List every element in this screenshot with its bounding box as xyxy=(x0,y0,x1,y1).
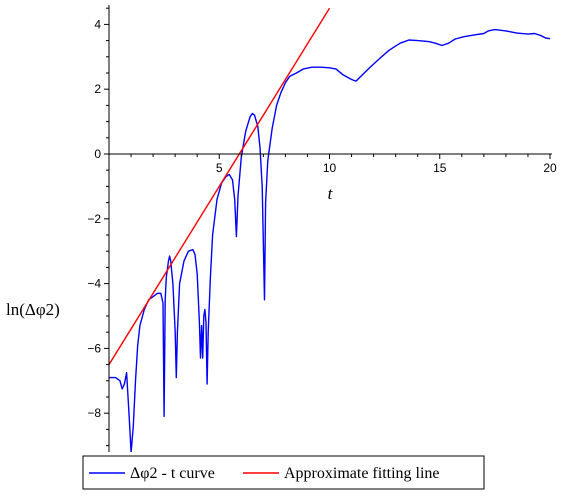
y-tick-label: −2 xyxy=(87,212,101,226)
y-tick-label: 2 xyxy=(94,82,101,96)
y-tick-label: −4 xyxy=(87,277,101,291)
plot-lines xyxy=(109,7,551,452)
y-tick-label: −6 xyxy=(87,341,101,355)
legend: Δφ2 - t curve Approximate fitting line xyxy=(82,455,485,490)
series-line-1 xyxy=(109,7,331,365)
x-axis-label: t xyxy=(328,184,334,203)
y-tick-label: 4 xyxy=(94,17,101,31)
y-tick-label: −8 xyxy=(87,406,101,420)
legend-label-curve: Δφ2 - t curve xyxy=(130,465,215,482)
series-line-0 xyxy=(109,28,551,452)
x-tick-label: 20 xyxy=(543,161,557,175)
x-tick-label: 10 xyxy=(323,161,337,175)
x-tick-label: 5 xyxy=(216,161,223,175)
axes xyxy=(104,5,552,452)
y-axis-label: ln(Δφ2) xyxy=(6,300,60,319)
legend-label-fit: Approximate fitting line xyxy=(284,465,440,482)
y-tick-label: 0 xyxy=(94,147,101,161)
legend-box xyxy=(82,455,485,490)
x-tick-label: 15 xyxy=(433,161,447,175)
